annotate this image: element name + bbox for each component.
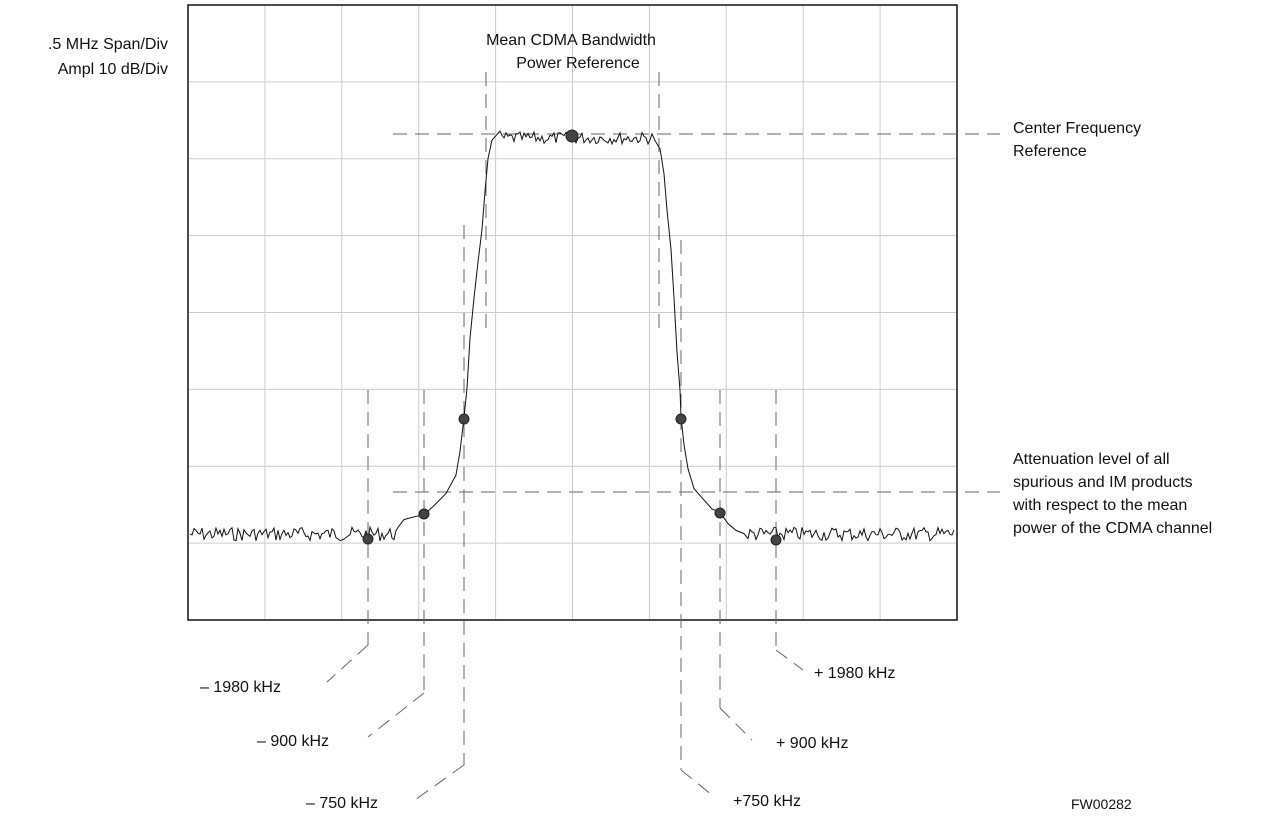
mean-power-label-line1: Mean CDMA Bandwidth bbox=[486, 32, 656, 49]
pos-1980-marker-dot bbox=[770, 534, 782, 546]
mean-power-label-line2: Power Reference bbox=[516, 55, 640, 72]
pos-750-label-leader bbox=[680, 769, 713, 796]
center-frequency-label-line2: Reference bbox=[1013, 143, 1087, 160]
neg-900-marker-dot bbox=[418, 508, 430, 520]
reference-lines bbox=[326, 72, 1000, 801]
center-frequency-label-line1: Center Frequency bbox=[1013, 120, 1141, 137]
pos-750-marker-dot bbox=[675, 413, 687, 425]
attenuation-label-line4: power of the CDMA channel bbox=[1013, 520, 1212, 537]
neg-750-label-leader bbox=[414, 764, 465, 801]
mean-power-marker-dot bbox=[565, 129, 579, 143]
pos-900-label-leader bbox=[719, 707, 753, 741]
cdma-spectrum-trace bbox=[189, 130, 955, 543]
attenuation-label-line3: with respect to the mean bbox=[1012, 497, 1187, 514]
neg-1980-marker-dot bbox=[362, 533, 374, 545]
figure-id: FW00282 bbox=[1071, 796, 1132, 812]
pos-1980-label-leader bbox=[775, 649, 804, 671]
neg-750-label: – 750 kHz bbox=[306, 795, 378, 812]
attenuation-label-line2: spurious and IM products bbox=[1013, 474, 1193, 491]
neg-900-label-leader bbox=[367, 692, 425, 738]
pos-750-label: +750 kHz bbox=[733, 793, 801, 810]
analyzer-screen-border bbox=[187, 4, 958, 621]
neg-1980-label-leader bbox=[326, 644, 369, 683]
marker-points bbox=[362, 129, 782, 546]
neg-750-marker-dot bbox=[458, 413, 470, 425]
pos-900-label: + 900 kHz bbox=[776, 735, 848, 752]
ampl-setting: Ampl 10 dB/Div bbox=[58, 61, 168, 78]
pos-900-marker-dot bbox=[714, 507, 726, 519]
screen-grid bbox=[188, 5, 957, 620]
neg-1980-label: – 1980 kHz bbox=[200, 679, 281, 696]
attenuation-label-line1: Attenuation level of all bbox=[1013, 451, 1170, 468]
span-setting: .5 MHz Span/Div bbox=[48, 36, 168, 53]
neg-900-label: – 900 kHz bbox=[257, 733, 329, 750]
pos-1980-label: + 1980 kHz bbox=[814, 665, 895, 682]
